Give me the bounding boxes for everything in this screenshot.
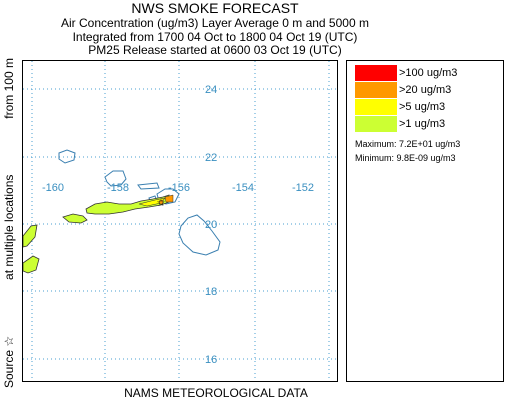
x-axis-label: NAMS METEOROLOGICAL DATA [124,386,308,400]
legend-item-1: >1 ug/m3 [355,116,445,132]
molokai-outline [137,182,160,190]
legend-item-20: >20 ug/m3 [355,82,451,98]
maximum-value: Maximum: 7.2E+01 ug/m3 [355,139,461,149]
oahu-outline [104,170,127,187]
legend-swatch [355,116,397,132]
integration-period: Integrated from 1700 04 Oct to 1800 04 O… [72,30,358,44]
page-title: NWS SMOKE FORECAST [131,0,299,16]
longitude-label: -160 [42,182,64,194]
latitude-label: 20 [205,219,217,231]
release-info: PM25 Release started at 0600 03 Oct 19 (… [88,43,342,57]
source-star-icon: ☆ [157,198,166,209]
graticule [23,61,337,381]
release-height-label: from 100 m [2,58,16,119]
latitude-label: 16 [205,354,217,366]
longitude-label: -152 [292,182,314,194]
plume-edge-patch-1 [22,224,38,248]
latitude-label: 18 [205,286,217,298]
minimum-value: Minimum: 9.8E-09 ug/m3 [355,153,456,163]
longitude-label: -154 [232,182,254,194]
latitude-label: 22 [205,152,217,164]
plume-20-ug-core [164,194,174,203]
legend-label: >100 ug/m3 [399,67,458,79]
y-axis-label: Source ☆ at multiple locations from 100 … [2,58,16,388]
concentration-subtitle: Air Concentration (ug/m3) Layer Average … [61,16,369,30]
source-label: Source ☆ [2,335,16,388]
latitude-label: 24 [205,84,217,96]
legend-swatch [355,82,397,98]
plume-20-ug-spot [158,199,164,205]
kauai-outline [58,149,76,164]
locations-label: at multiple locations [2,174,16,280]
hawaii-big-island-outline [178,214,221,256]
map-canvas: ☆ 24 22 20 18 16 -160 -158 -156 -154 -15… [22,61,337,381]
longitude-label: -156 [168,182,190,194]
legend-swatch [355,65,397,81]
plume-edge-patch-2 [22,255,40,274]
legend-label: >1 ug/m3 [399,118,446,130]
map-panel: ☆ 24 22 20 18 16 -160 -158 -156 -154 -15… [22,60,338,382]
legend-item-5: >5 ug/m3 [355,99,445,115]
legend-item-100: >100 ug/m3 [355,65,457,81]
plume-west-patch [62,213,88,224]
legend-label: >5 ug/m3 [399,101,446,113]
legend-swatch [355,99,397,115]
legend-panel: >100 ug/m3 >20 ug/m3 >5 ug/m3 >1 ug/m3 M… [346,60,504,382]
longitude-label: -158 [107,182,129,194]
legend-label: >20 ug/m3 [399,84,452,96]
smoke-plume [22,194,174,274]
